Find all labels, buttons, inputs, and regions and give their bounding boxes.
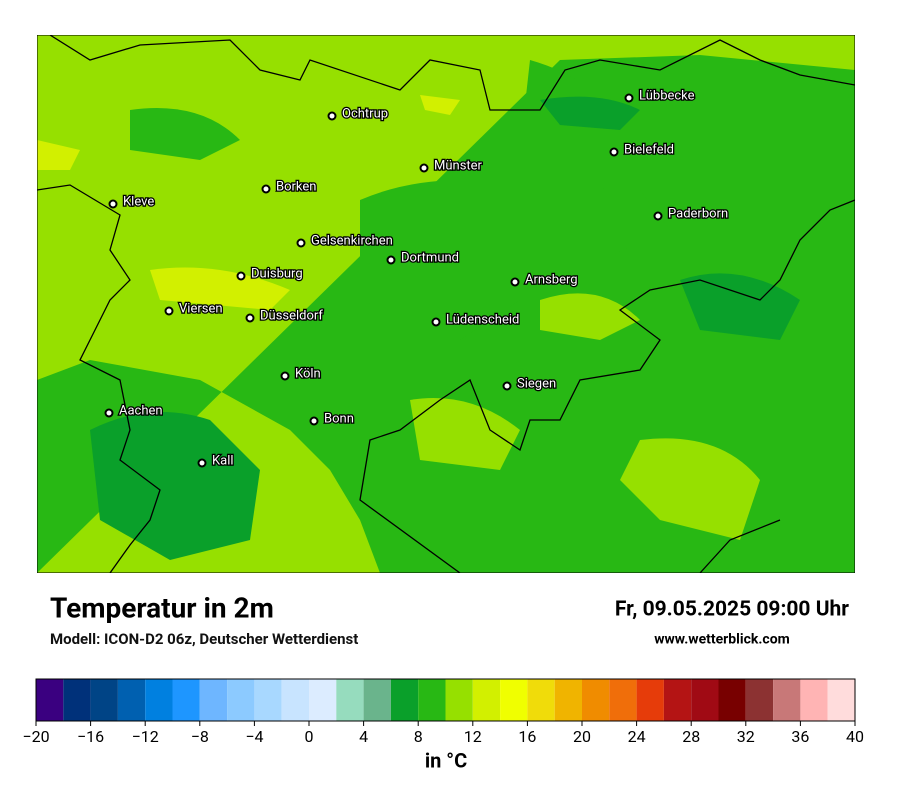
city-dot [104, 408, 114, 418]
colorbar-bin [281, 679, 309, 721]
colorbar-bin [609, 679, 637, 721]
colorbar-tick-label: 32 [737, 727, 755, 746]
city-dot [502, 381, 512, 391]
city-dot [609, 147, 619, 157]
colorbar-bin [227, 679, 255, 721]
colorbar-bin [254, 679, 282, 721]
city-dot [624, 93, 634, 103]
city-dot [245, 313, 255, 323]
city-label: Dortmund [401, 250, 459, 265]
title: Temperatur in 2m [50, 591, 274, 624]
colorbar-bin [445, 679, 473, 721]
colorbar-tick-label: 28 [682, 727, 700, 746]
city-dot [419, 163, 429, 173]
colorbar-bin [773, 679, 801, 721]
colorbar-bin [527, 679, 555, 721]
colorbar-tick-label: −20 [22, 727, 49, 746]
colorbar-tick-label: 16 [518, 727, 536, 746]
colorbar-bin [145, 679, 173, 721]
colorbar-tick-label: 24 [628, 727, 646, 746]
colorbar-bin [418, 679, 446, 721]
city-dot [510, 277, 520, 287]
city-dot [431, 317, 441, 327]
city-label: Paderborn [668, 206, 728, 221]
city-label: Bielefeld [624, 142, 674, 157]
city-dot [296, 238, 306, 248]
city-label: Arnsberg [525, 272, 578, 287]
colorbar-bin [691, 679, 719, 721]
colorbar-bin [63, 679, 91, 721]
city-dot [236, 271, 246, 281]
city-dot [197, 458, 207, 468]
colorbar-tick-label: 20 [573, 727, 591, 746]
city-dot [108, 199, 118, 209]
colorbar-bin [363, 679, 391, 721]
colorbar-bin [472, 679, 501, 721]
colorbar-tick-label: −16 [77, 727, 104, 746]
city-label: Kleve [123, 194, 154, 209]
city-label: Viersen [179, 301, 223, 316]
city-dot [261, 184, 271, 194]
colorbar-bin [500, 679, 528, 721]
city-dot [280, 371, 290, 381]
city-label: Münster [434, 158, 483, 173]
city-label: Düsseldorf [260, 308, 323, 323]
colorbar-bin [718, 679, 746, 721]
colorbar-bin [663, 679, 692, 721]
colorbar-tick-label: 0 [305, 727, 314, 746]
city-label: Lübbecke [639, 88, 695, 103]
city-label: Ochtrup [342, 106, 388, 121]
city-label: Borken [276, 179, 316, 194]
colorbar-tick-label: 4 [359, 727, 368, 746]
colorbar-tick-label: −8 [191, 727, 209, 746]
city-label: Kall [212, 453, 234, 468]
colorbar-bin [554, 679, 582, 721]
colorbar-bin [636, 679, 664, 721]
city-dot [327, 111, 337, 121]
colorbar-bin [172, 679, 200, 721]
city-label: Bonn [324, 411, 354, 426]
city-dot [309, 416, 319, 426]
colorbar-bin [90, 679, 118, 721]
colorbar-tick-label: −12 [132, 727, 159, 746]
city-label: Köln [295, 366, 321, 381]
city-label: Gelsenkirchen [311, 233, 393, 248]
city-dot [386, 255, 396, 265]
colorbar-label: in °C [425, 748, 467, 772]
colorbar-bin [800, 679, 828, 721]
colorbar-bin [199, 679, 228, 721]
colorbar-bin [336, 679, 364, 721]
colorbar-bin [309, 679, 337, 721]
colorbar-bin [36, 679, 64, 721]
colorbar-tick-label: 12 [464, 727, 482, 746]
city-label: Lüdenscheid [446, 312, 519, 327]
colorbar-bin [390, 679, 419, 721]
colorbar-bin [745, 679, 774, 721]
city-dot [653, 211, 663, 221]
colorbar-bin [117, 679, 146, 721]
subtitle: Modell: ICON-D2 06z, Deutscher Wetterdie… [50, 630, 358, 648]
colorbar-tick-label: 36 [791, 727, 809, 746]
city-label: Aachen [119, 403, 163, 418]
city-dot [164, 306, 174, 316]
colorbar-tick-label: −4 [245, 727, 263, 746]
datetime: Fr, 09.05.2025 09:00 Uhr [615, 598, 849, 622]
colorbar-bin [582, 679, 610, 721]
city-label: Siegen [517, 376, 556, 391]
colorbar-tick-label: 40 [846, 727, 864, 746]
colorbar-bin [827, 679, 855, 721]
colorbar-tick-label: 8 [414, 727, 423, 746]
map [37, 35, 855, 573]
source: www.wetterblick.com [654, 632, 790, 648]
city-label: Duisburg [251, 266, 303, 281]
colorbar-frame [35, 678, 856, 722]
